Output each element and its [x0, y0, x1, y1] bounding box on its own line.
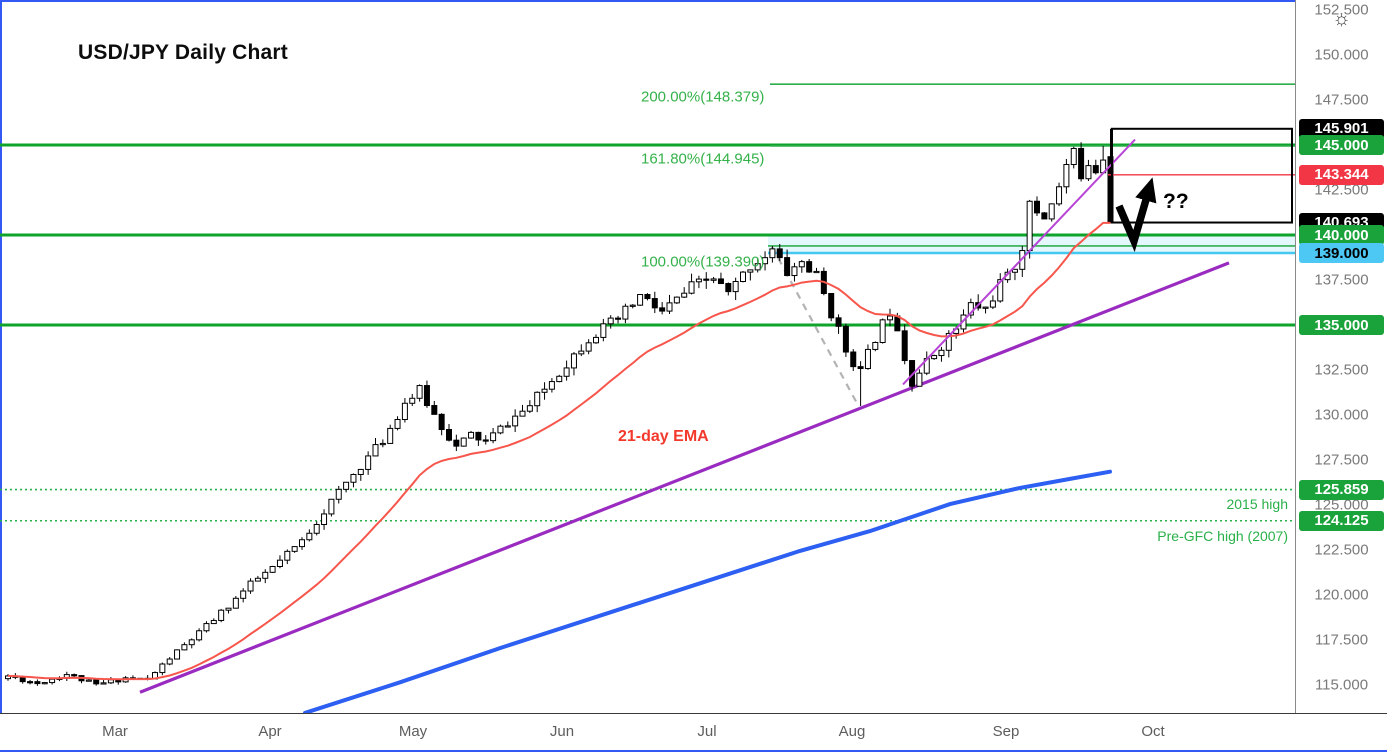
price-badge: 140.000 [1299, 225, 1384, 245]
month-tick: Jul [697, 723, 717, 740]
month-tick: Mar [102, 723, 128, 740]
price-tick: 142.500 [1314, 181, 1369, 199]
price-badge: 139.000 [1299, 243, 1384, 263]
fib-100-label[interactable]: 100.00%(139.390) [641, 253, 765, 271]
month-tick: Sep [992, 723, 1020, 740]
price-tick: 125.000 [1314, 496, 1369, 514]
price-tick: 137.500 [1314, 271, 1369, 289]
price-tick: 147.500 [1314, 91, 1369, 109]
month-tick: May [398, 723, 428, 740]
candlestick-series [5, 128, 1114, 686]
price-badge: 125.859 [1299, 479, 1384, 500]
price-tick: 117.500 [1314, 631, 1369, 649]
ema-line-label: 21-day EMA [618, 428, 709, 445]
uptrend-line-main[interactable] [139, 261, 1230, 694]
high-2015-label: 2015 high [1226, 496, 1288, 512]
price-tick: 122.500 [1314, 541, 1369, 559]
ma200-line[interactable] [303, 469, 1112, 713]
month-tick: Jun [549, 723, 575, 740]
axis-corner: ☼ [1295, 0, 1387, 37]
month-tick: Oct [1141, 723, 1165, 740]
range-box-annotation[interactable] [1111, 127, 1293, 224]
time-axis[interactable]: Mar Apr May Jun Jul Aug Sep Oct [0, 713, 1387, 750]
fib-200-label[interactable]: 200.00%(148.379) [641, 88, 765, 106]
price-chart-canvas[interactable] [0, 0, 1295, 713]
month-tick: Apr [258, 723, 282, 740]
ema21-line[interactable] [7, 221, 1111, 681]
fib-161-label[interactable]: 161.80%(144.945) [641, 150, 765, 168]
question-marks-annotation[interactable]: ?? [1163, 190, 1189, 213]
high-pregfc-label: Pre-GFC high (2007) [1157, 528, 1288, 544]
price-badge: 145.000 [1299, 135, 1384, 155]
price-badge: 143.344 [1299, 164, 1384, 185]
price-badge: 145.901 [1299, 118, 1384, 139]
zigzag-arrow-annotation[interactable] [1115, 177, 1157, 253]
price-tick: 150.000 [1314, 46, 1369, 64]
price-tick: 130.000 [1314, 406, 1369, 424]
price-tick: 132.500 [1314, 361, 1369, 379]
price-badge: 135.000 [1299, 315, 1384, 335]
uptrend-line-steep[interactable] [902, 138, 1136, 386]
price-tick: 152.500 [1314, 1, 1369, 19]
settings-gear-icon[interactable]: ☼ [1332, 7, 1351, 30]
price-tick: 120.000 [1314, 586, 1369, 604]
price-tick: 115.000 [1314, 676, 1369, 694]
price-tick: 127.500 [1314, 451, 1369, 469]
price-badge: 124.125 [1299, 510, 1384, 531]
month-tick: Aug [838, 723, 866, 740]
price-axis[interactable]: 152.500 150.000 147.500 145.000 142.500 140.0… [1295, 0, 1387, 713]
chart-title: USD/JPY Daily Chart [78, 41, 288, 64]
